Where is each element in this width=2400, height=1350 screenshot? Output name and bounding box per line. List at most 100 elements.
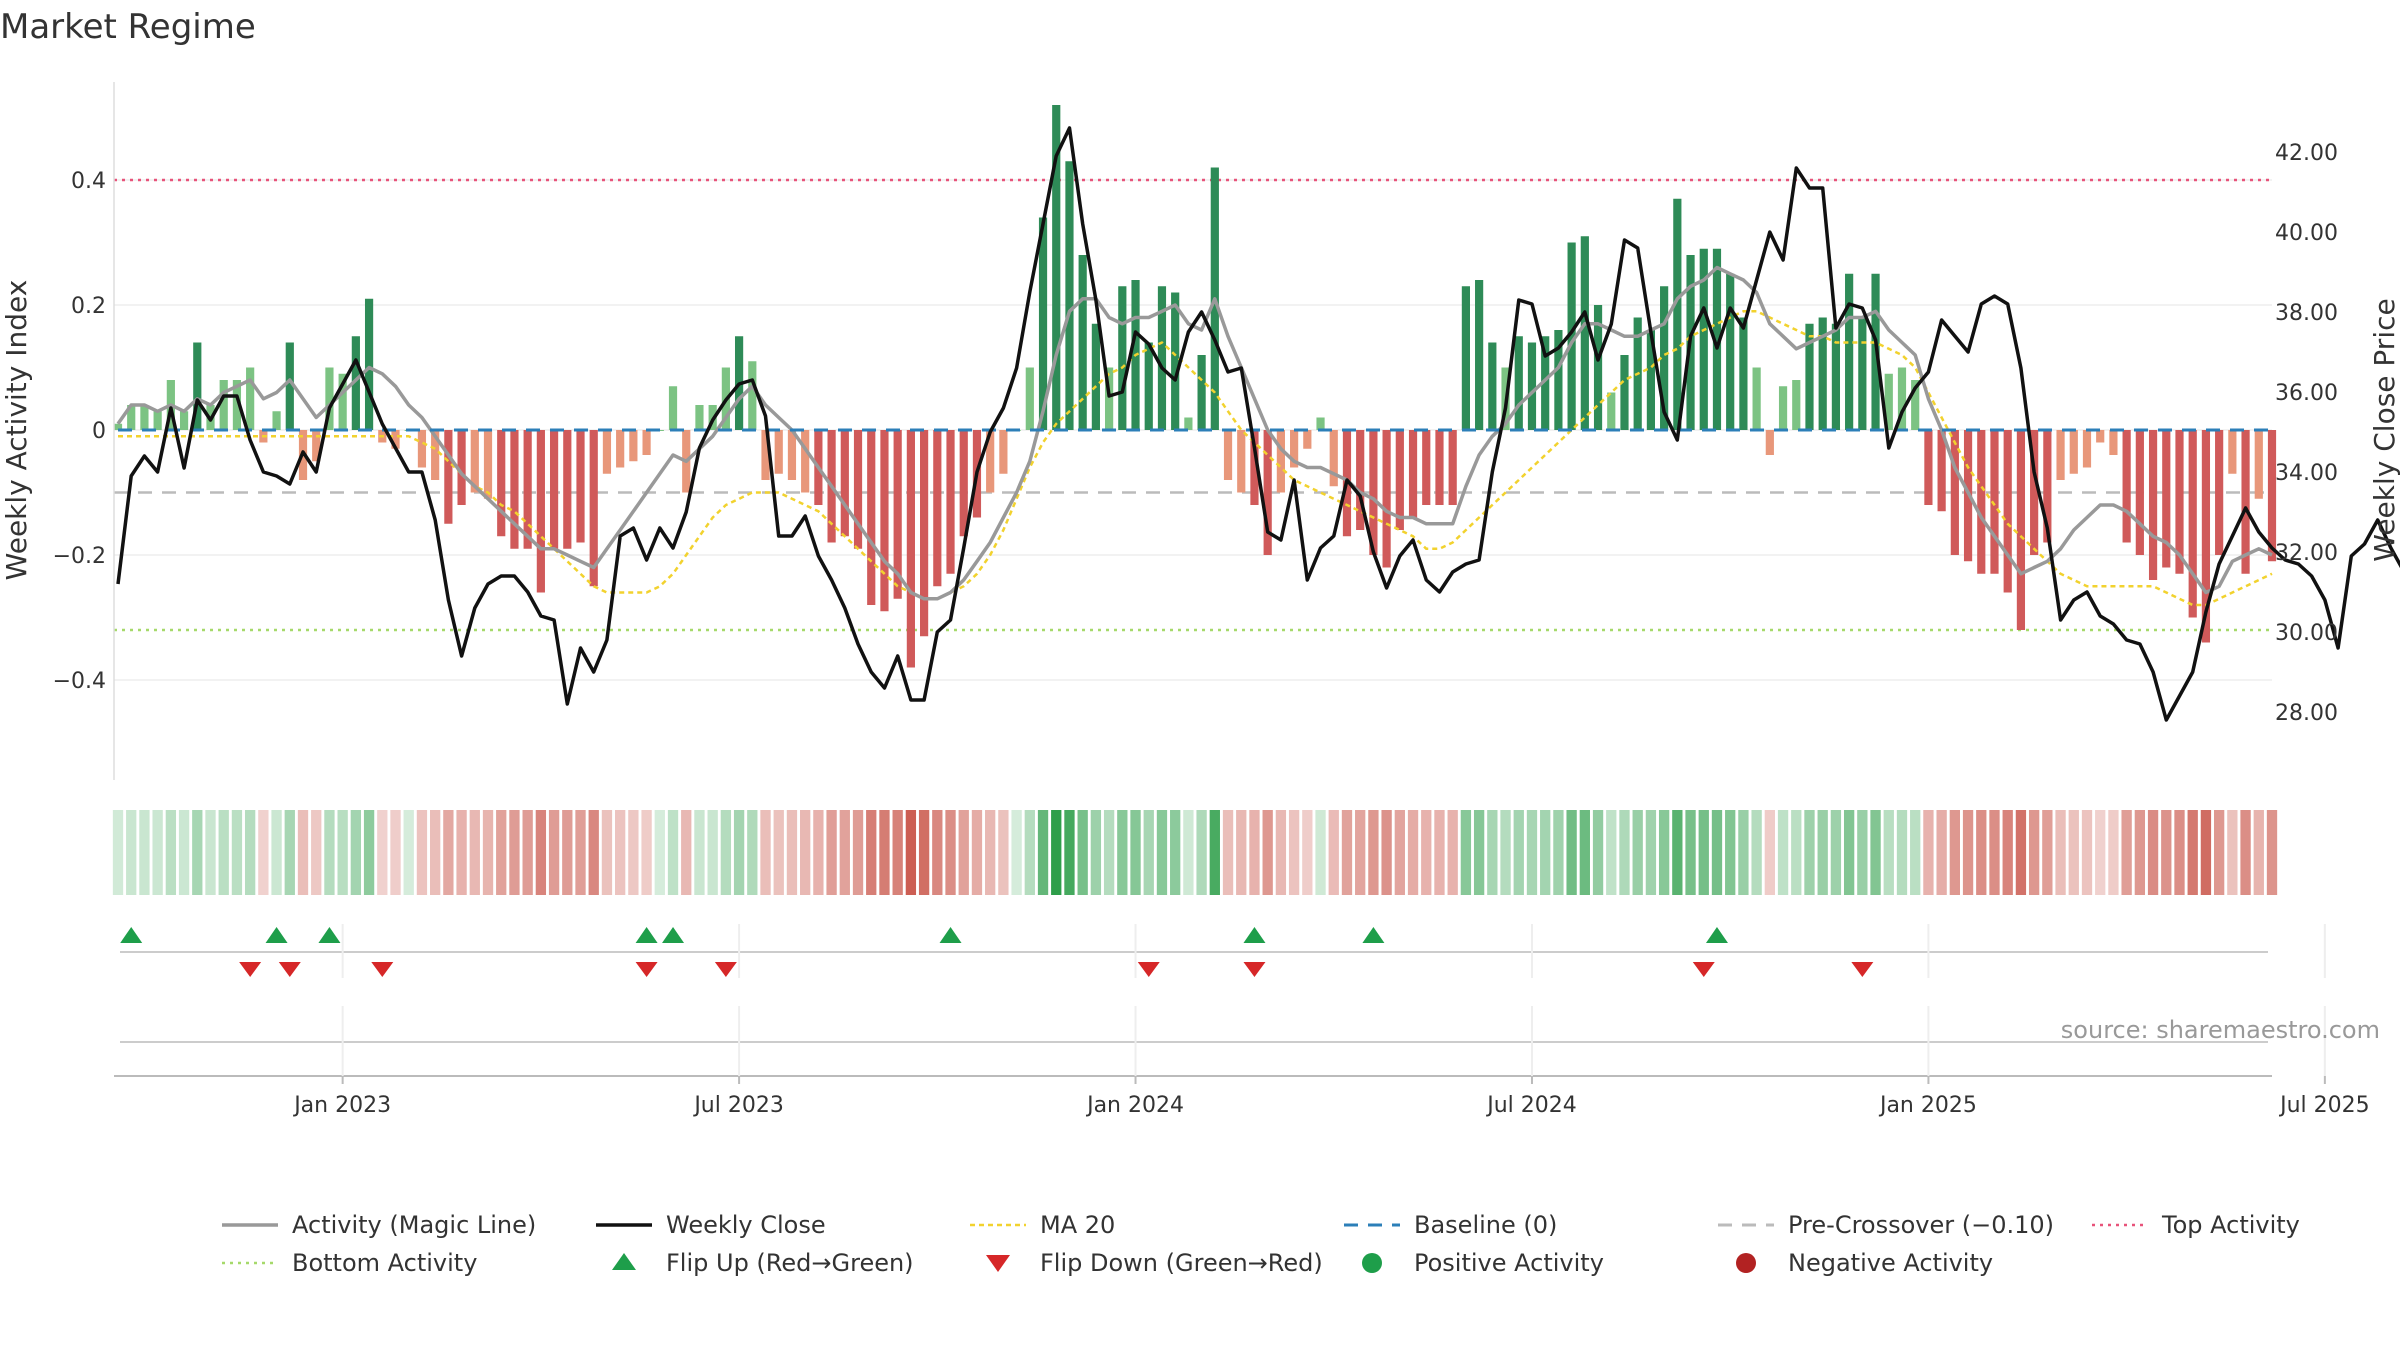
activity-bar-116 — [1646, 330, 1656, 430]
legend-item-ma20: MA 20 — [970, 1211, 1115, 1239]
heat-cell-69 — [1024, 810, 1035, 895]
heat-cell-159 — [2213, 810, 2225, 895]
flip-up-marker-0 — [120, 927, 143, 943]
heat-cell-18 — [350, 810, 362, 895]
source-credit: source: sharemaestro.com — [2061, 1016, 2380, 1044]
heat-cell-38 — [615, 810, 626, 895]
heat-cell-65 — [971, 810, 983, 895]
y2-tick-6: 30.00 — [2275, 621, 2338, 646]
y-tick-2: 0 — [92, 419, 106, 444]
legend-label-flipup: Flip Up (Red→Green) — [666, 1249, 914, 1277]
activity-bar-67 — [999, 430, 1008, 474]
heat-cell-51 — [786, 810, 798, 895]
activity-bar-135 — [1897, 367, 1907, 430]
heat-cell-2 — [139, 810, 150, 895]
activity-bar-31 — [523, 430, 532, 549]
heat-cell-113 — [1606, 810, 1617, 895]
heat-cell-44 — [694, 810, 705, 895]
heat-cell-161 — [2240, 810, 2251, 895]
activity-bar-114 — [1620, 355, 1629, 430]
activity-bar-6 — [193, 342, 202, 430]
activity-bar-89 — [1290, 430, 1299, 468]
heat-cell-31 — [522, 810, 533, 895]
heat-cell-45 — [707, 810, 718, 895]
heat-cell-42 — [667, 810, 679, 895]
flip-down-marker-2 — [371, 962, 394, 977]
activity-bar-49 — [761, 430, 770, 480]
activity-bar-73 — [1078, 255, 1087, 430]
heat-cell-71 — [1051, 810, 1062, 895]
heat-cell-23 — [416, 810, 428, 895]
heat-cell-134 — [1883, 810, 1894, 895]
heat-cell-133 — [1870, 810, 1881, 895]
activity-bar-29 — [497, 430, 506, 537]
activity-bar-18 — [351, 336, 360, 430]
heat-cell-104 — [1487, 810, 1498, 895]
activity-bar-86 — [1250, 430, 1259, 505]
activity-bar-25 — [444, 430, 453, 524]
activity-bar-106 — [1514, 336, 1523, 430]
activity-bar-70 — [1038, 217, 1048, 430]
heat-cell-87 — [1262, 810, 1273, 895]
heat-cell-88 — [1275, 810, 1287, 895]
activity-bar-21 — [391, 430, 400, 449]
activity-bar-118 — [1673, 198, 1682, 430]
heat-cell-11 — [258, 810, 269, 895]
heat-cell-96 — [1381, 810, 1392, 895]
activity-bar-141 — [1977, 430, 1986, 574]
activity-bar-12 — [272, 411, 281, 430]
activity-bar-99 — [1422, 430, 1431, 505]
heat-cell-127 — [1791, 810, 1802, 895]
legend-label-bottom: Bottom Activity — [292, 1249, 477, 1277]
heat-cell-155 — [2161, 810, 2172, 895]
activity-bar-28 — [483, 430, 493, 499]
heat-cell-10 — [244, 810, 256, 895]
activity-bar-145 — [2030, 430, 2039, 555]
heat-cell-1 — [126, 810, 137, 895]
activity-bar-34 — [563, 430, 572, 549]
y2-tick-3: 36.00 — [2275, 381, 2338, 406]
heat-cell-46 — [720, 810, 732, 895]
activity-bar-81 — [1184, 417, 1193, 430]
legend-label-neg: Negative Activity — [1788, 1249, 1993, 1277]
heat-cell-130 — [1830, 810, 1842, 895]
heat-cell-145 — [2028, 810, 2040, 895]
flip-down-marker-4 — [714, 962, 737, 977]
magic-line — [116, 265, 2273, 601]
heat-cell-39 — [628, 810, 639, 895]
y2-tick-2: 38.00 — [2275, 301, 2338, 326]
activity-bar-154 — [2148, 430, 2158, 580]
activity-bar-51 — [787, 430, 797, 480]
heat-cell-94 — [1355, 810, 1366, 895]
heat-cell-35 — [575, 810, 586, 895]
flip-down-marker-0 — [239, 962, 262, 977]
activity-bar-0 — [113, 423, 123, 430]
activity-bar-36 — [589, 430, 598, 587]
heat-cell-93 — [1341, 810, 1353, 895]
flip-up-marker-1 — [265, 927, 288, 943]
heat-cell-92 — [1328, 810, 1339, 895]
heat-cell-58 — [879, 810, 890, 895]
heat-cell-64 — [958, 810, 969, 895]
activity-bar-88 — [1276, 430, 1285, 493]
activity-bar-103 — [1475, 280, 1484, 430]
heat-cell-146 — [2042, 810, 2053, 895]
heat-cell-33 — [548, 810, 560, 895]
legend-label-top: Top Activity — [2161, 1211, 2300, 1239]
activity-bar-84 — [1223, 430, 1233, 480]
legend-swatch-neg — [1736, 1253, 1756, 1273]
activity-bar-123 — [1739, 317, 1748, 430]
heat-cell-128 — [1804, 810, 1815, 895]
activity-bar-157 — [2188, 430, 2197, 618]
activity-bar-82 — [1197, 355, 1206, 430]
activity-bar-78 — [1144, 342, 1153, 430]
heat-cell-131 — [1843, 810, 1855, 895]
heat-cell-16 — [324, 810, 335, 895]
heat-cell-47 — [733, 810, 745, 895]
heat-cell-76 — [1117, 810, 1128, 895]
heat-cell-21 — [390, 810, 401, 895]
heat-cell-144 — [2015, 810, 2027, 895]
activity-bar-87 — [1263, 430, 1272, 555]
heat-cell-84 — [1222, 810, 1234, 895]
heat-cell-27 — [469, 810, 480, 895]
